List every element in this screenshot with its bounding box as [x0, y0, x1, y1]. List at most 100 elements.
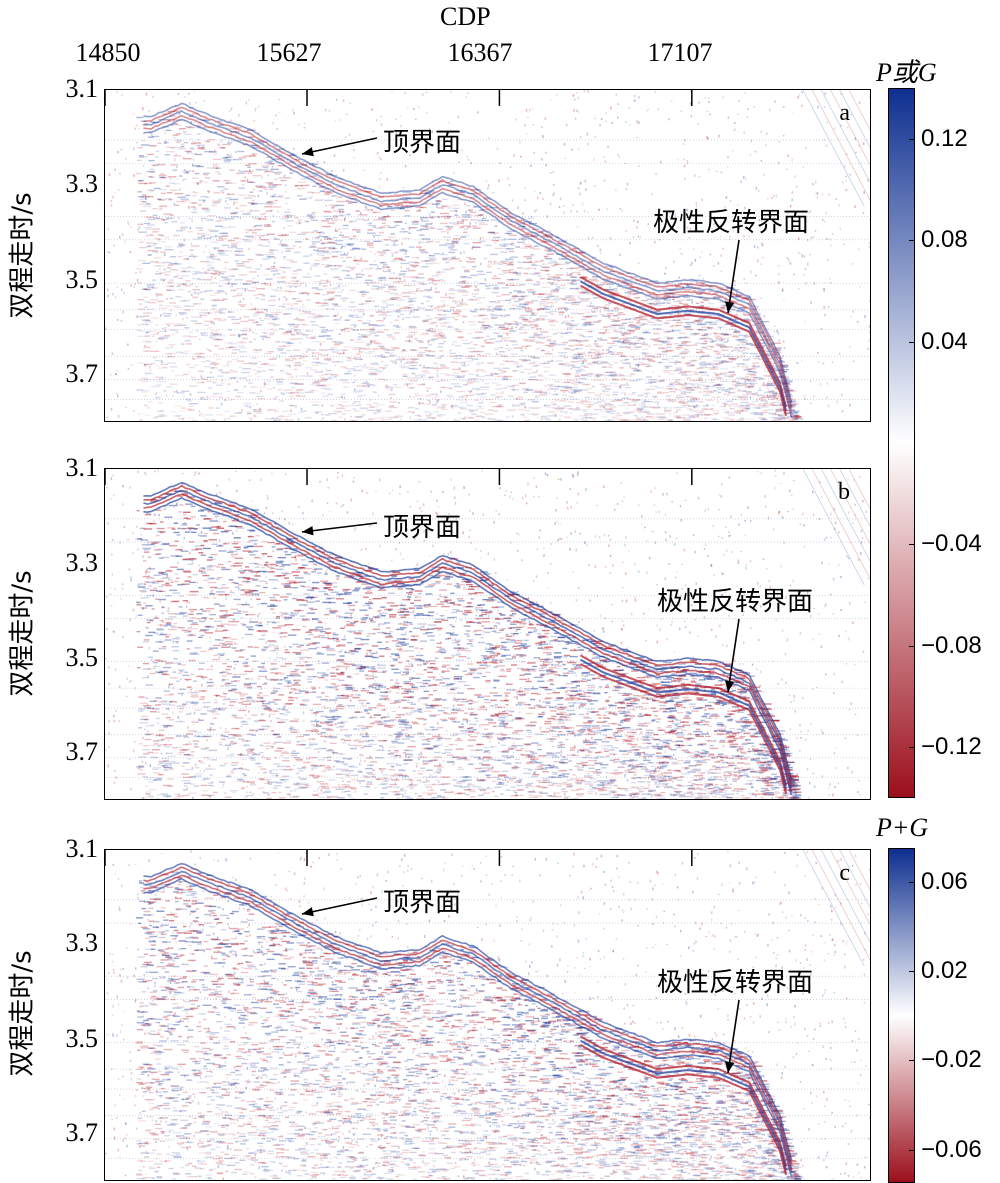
- reflection-sample: [469, 324, 477, 326]
- reflection-sample: [699, 305, 705, 308]
- reflection-sample: [646, 281, 652, 283]
- reflection-sample: [214, 131, 218, 133]
- noise-sample: [124, 240, 126, 243]
- reflection-sample: [317, 314, 322, 316]
- noise-sample: [447, 231, 449, 234]
- noise-sample: [237, 113, 240, 117]
- noise-sample: [439, 390, 442, 393]
- reflection-sample: [254, 311, 264, 313]
- reflection-sample: [460, 276, 468, 278]
- reflection-sample: [436, 313, 441, 316]
- reflection-sample: [349, 339, 354, 341]
- reflection-sample: [649, 355, 654, 358]
- noise-sample: [788, 387, 791, 389]
- reflection-sample: [562, 398, 567, 400]
- reflection-sample: [719, 372, 728, 374]
- reflection-sample: [199, 260, 208, 263]
- reflection-sample: [265, 182, 274, 184]
- noise-sample: [824, 221, 826, 223]
- noise-sample: [526, 133, 528, 135]
- reflection-sample: [410, 386, 415, 389]
- reflection-sample: [428, 350, 436, 353]
- reflection-sample: [575, 356, 584, 358]
- noise-sample: [524, 187, 526, 189]
- reflection-sample: [621, 302, 629, 305]
- noise-sample: [191, 220, 193, 222]
- noise-sample: [572, 94, 575, 97]
- reflection-sample: [747, 403, 756, 405]
- noise-sample: [297, 418, 300, 421]
- noise-sample: [479, 200, 481, 203]
- reflection-sample: [506, 264, 515, 266]
- reflection-sample: [557, 287, 566, 289]
- noise-sample: [488, 263, 490, 266]
- reflection-sample: [213, 153, 217, 155]
- reflection-sample: [136, 267, 143, 270]
- reflection-sample: [576, 369, 586, 372]
- reflection-sample: [306, 299, 311, 301]
- reflection-sample: [198, 204, 202, 206]
- y-axis-label-a: 双程走时/s: [7, 191, 38, 319]
- reflection-sample: [420, 266, 429, 268]
- reflection-sample: [271, 318, 277, 320]
- noise-sample: [350, 415, 353, 418]
- reflection-sample: [375, 325, 382, 327]
- reflection-sample: [649, 418, 656, 420]
- reflection-sample: [338, 210, 345, 213]
- reflection-sample: [175, 331, 179, 334]
- noise-sample: [743, 277, 745, 281]
- reflection-sample: [258, 386, 267, 389]
- reflection-sample: [504, 340, 510, 342]
- noise-sample: [186, 316, 189, 319]
- reflection-sample: [135, 329, 141, 331]
- reflection-sample: [223, 159, 232, 161]
- noise-sample: [479, 237, 482, 240]
- reflection-sample: [312, 191, 321, 194]
- reflection-sample: [528, 261, 538, 263]
- reflection-sample: [468, 258, 476, 260]
- reflection-sample: [331, 251, 339, 253]
- reflection-sample: [583, 419, 588, 421]
- reflection-sample: [781, 417, 790, 420]
- reflection-sample: [428, 277, 434, 280]
- noise-sample: [163, 268, 166, 271]
- noise-sample: [416, 288, 418, 292]
- noise-sample: [587, 142, 589, 146]
- reflection-sample: [533, 312, 538, 314]
- noise-sample: [418, 402, 421, 405]
- reflection-sample: [175, 124, 182, 126]
- noise-sample: [698, 101, 700, 104]
- reflection-sample: [509, 261, 514, 263]
- reflection-sample: [565, 324, 573, 326]
- noise-sample: [823, 139, 826, 141]
- reflection-sample: [432, 362, 437, 364]
- reflection-sample: [607, 312, 613, 315]
- reflection-sample: [673, 348, 681, 350]
- reflection-sample: [452, 242, 459, 244]
- reflection-sample: [347, 270, 351, 273]
- noise-sample: [579, 192, 581, 196]
- reflection-sample: [351, 419, 357, 421]
- reflection-sample: [205, 414, 214, 416]
- reflection-sample: [522, 416, 529, 418]
- reflection-sample: [255, 268, 261, 270]
- noise-sample: [176, 390, 178, 392]
- reflection-sample: [499, 339, 507, 341]
- reflection-sample: [766, 354, 770, 356]
- noise-sample: [269, 283, 272, 286]
- reflection-sample: [647, 381, 657, 383]
- reflection-sample: [214, 200, 222, 202]
- reflection-sample: [399, 250, 409, 252]
- reflection-sample: [753, 357, 760, 360]
- noise-sample: [405, 250, 407, 253]
- reflection-sample: [599, 339, 607, 341]
- reflection-sample: [164, 323, 173, 325]
- reflection-sample: [143, 301, 150, 303]
- reflection-sample: [704, 321, 712, 324]
- noise-sample: [225, 200, 227, 203]
- noise-sample: [272, 122, 274, 125]
- noise-sample: [130, 284, 132, 287]
- reflection-sample: [454, 318, 459, 321]
- noise-sample: [497, 300, 499, 302]
- noise-sample: [354, 374, 356, 377]
